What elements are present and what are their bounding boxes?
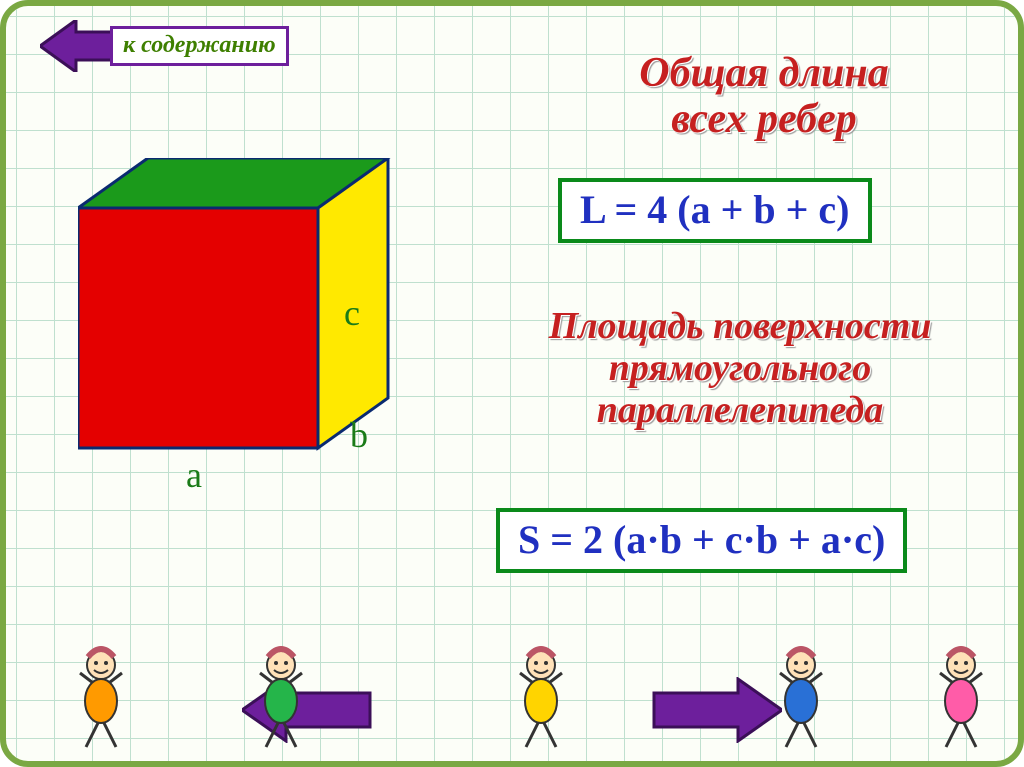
kid-icon [506, 645, 576, 755]
cuboid-label-c: c [344, 292, 360, 334]
heading-total-edge-length: Общая длина всех ребер [554, 50, 974, 142]
arrow-left-icon [40, 20, 114, 72]
kid-icon [66, 645, 136, 755]
heading2-line2: прямоугольного [460, 348, 1020, 390]
heading1-line1: Общая длина [554, 50, 974, 96]
heading1-line2: всех ребер [554, 96, 974, 142]
nav-back[interactable]: к содержанию [40, 20, 289, 72]
kid-icon [246, 645, 316, 755]
kid-icon [926, 645, 996, 755]
nav-next-arrow[interactable] [652, 677, 782, 743]
heading-surface-area: Площадь поверхности прямоугольного парал… [460, 306, 1020, 431]
heading2-line1: Площадь поверхности [460, 306, 1020, 348]
formula1-text: L = 4 (а + b + c) [580, 187, 850, 232]
nav-back-label: к содержанию [110, 26, 289, 66]
slide-frame: к содержанию Общая длина всех ребер L = … [0, 0, 1024, 767]
heading2-line3: параллелепипеда [460, 390, 1020, 432]
kid-icon [766, 645, 836, 755]
cuboid-figure: a b c [78, 158, 418, 478]
cuboid-label-b: b [350, 414, 368, 456]
formula-surface-area: S = 2 (а·b + c·b + a·c) [496, 508, 907, 573]
cuboid-label-a: a [186, 454, 202, 496]
formula2-text: S = 2 (а·b + c·b + a·c) [518, 517, 885, 562]
formula-edge-length: L = 4 (а + b + c) [558, 178, 872, 243]
